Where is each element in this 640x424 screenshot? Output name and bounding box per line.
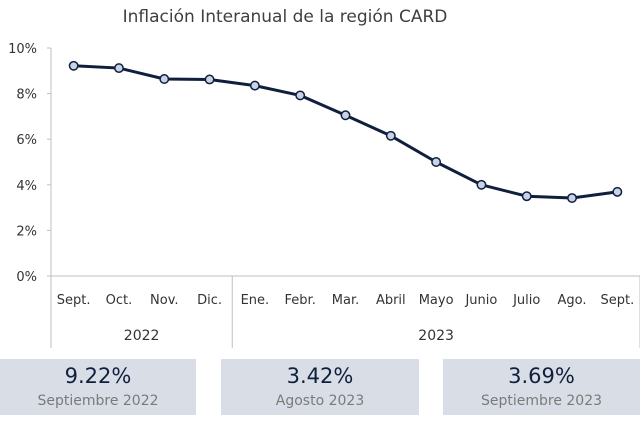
data-point [159, 74, 170, 84]
summary-box-sept-2022: 9.22% Septiembre 2022 [0, 359, 196, 415]
x-category-label: Ago. [558, 293, 587, 308]
inflation-series [68, 60, 623, 203]
summary-label: Agosto 2023 [275, 392, 365, 409]
data-point [295, 90, 306, 101]
x-category-label: Mar. [332, 293, 359, 308]
y-axis: 0% 2% 4% 6% 8% 10% [8, 42, 52, 285]
data-point [476, 179, 487, 190]
data-point [340, 110, 351, 121]
x-category-label: Febr. [285, 293, 316, 308]
y-tick-label: 8% [16, 88, 37, 103]
x-category-label: Abril [376, 293, 406, 308]
chart-title: Inflación Interanual de la región CARD [123, 7, 448, 27]
year-group-label: 2023 [418, 328, 454, 344]
x-axis: Sept. Oct. Nov. Dic. Ene. Febr. Mar. Abril Mayo J… [50, 275, 640, 348]
data-point [114, 63, 124, 74]
y-tick-label: 6% [16, 133, 37, 148]
summary-value: 3.69% [508, 363, 575, 388]
y-tick-label: 4% [16, 179, 37, 194]
x-category-label: Dic. [197, 293, 222, 308]
y-tick-label: 10% [8, 42, 37, 57]
summary-value: 9.22% [64, 363, 132, 388]
y-tick-label: 0% [16, 270, 37, 285]
data-point [204, 74, 215, 85]
data-point [68, 60, 79, 71]
x-category-label: Ene. [241, 293, 270, 308]
data-point [612, 186, 623, 197]
summary-value: 3.42% [286, 363, 354, 388]
data-point [249, 80, 260, 91]
year-group-label: 2022 [124, 328, 160, 344]
summary-label: Septiembre 2023 [480, 392, 603, 409]
data-point [431, 157, 442, 167]
data-point [385, 130, 396, 141]
y-tick-label: 2% [16, 224, 37, 239]
data-point [567, 193, 577, 203]
x-category-label: Sept. [600, 293, 634, 308]
summary-label: Septiembre 2022 [37, 392, 159, 409]
summary-box-sept-2023: 3.69% Septiembre 2023 [443, 359, 640, 415]
inflation-line-chart: Inflación Interanual de la región CARD 0… [8, 7, 640, 348]
summary-box-aug-2023: 3.42% Agosto 2023 [221, 359, 419, 415]
x-category-label: Mayo [419, 293, 454, 308]
x-category-label: Junio [464, 293, 497, 308]
data-point [521, 191, 532, 202]
x-category-label: Nov. [150, 293, 179, 308]
series-line [72, 64, 619, 200]
x-category-label: Sept. [57, 293, 91, 308]
x-category-label: Oct. [106, 293, 133, 308]
x-category-label: Julio [512, 293, 540, 308]
